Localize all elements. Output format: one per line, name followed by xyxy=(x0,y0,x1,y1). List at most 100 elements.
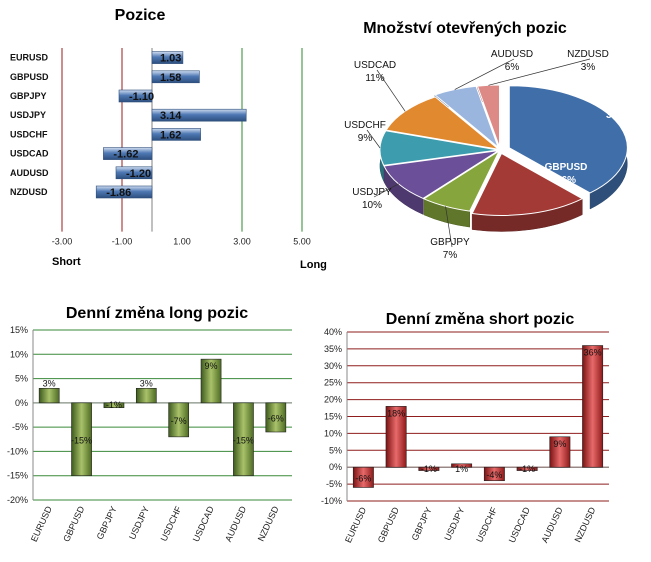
pozice-value-label: -1.20 xyxy=(126,168,151,180)
short-tick-label: 20% xyxy=(324,395,342,405)
pie-slice-percent-label: 16% xyxy=(556,175,576,186)
pozice-value-label: -1.62 xyxy=(113,149,138,161)
mnozstvi-chart-panel: Množství otevřených pozic EURUSD 38% GBPUS… xyxy=(330,0,651,280)
long-category-label: GBPJPY xyxy=(95,505,119,541)
pozice-category-label: USDJPY xyxy=(10,110,46,120)
pie-leader-line xyxy=(373,183,399,198)
short-tick-label: 30% xyxy=(324,361,342,371)
short-value-label: 36% xyxy=(584,348,602,358)
short-bar-audusd xyxy=(549,436,571,468)
long-tick-label: 0% xyxy=(15,398,28,408)
pie-leader-line xyxy=(488,58,591,86)
short-bar-gbpjpy xyxy=(418,466,440,471)
pie-slice-name-label: GBPUSD xyxy=(545,162,588,173)
pozice-bar-gbpusd xyxy=(151,70,200,84)
long-bar-usdcad xyxy=(200,358,222,404)
short-value-label: -1% xyxy=(519,464,535,474)
pozice-value-label: 3.14 xyxy=(160,110,182,122)
long-chart-panel: Denní změna long pozic -20% -15% -10% -5% 0%… xyxy=(0,295,300,557)
long-tick-label: 15% xyxy=(10,325,28,335)
pozice-value-label: -1.10 xyxy=(129,91,154,103)
pie-slice-gbpjpy xyxy=(422,149,501,212)
short-value-label: -4% xyxy=(486,470,502,480)
long-value-label: -15% xyxy=(233,435,254,445)
long-bar-usdchf xyxy=(168,402,190,438)
long-tick-label: 10% xyxy=(10,349,28,359)
long-title: Denní změna long pozic xyxy=(66,305,248,322)
short-tick-label: 10% xyxy=(324,428,342,438)
pozice-category-label: GBPUSD xyxy=(10,72,49,82)
pozice-bar-gbpjpy xyxy=(118,89,153,103)
long-tick-label: -20% xyxy=(7,495,28,505)
pozice-category-label: NZDUSD xyxy=(10,187,48,197)
long-bar-audusd xyxy=(233,402,254,477)
long-value-label: 3% xyxy=(43,378,56,388)
pozice-short-label: Short xyxy=(52,256,81,268)
pozice-category-label: USDCAD xyxy=(10,149,49,159)
pozice-bar-usdchf xyxy=(151,128,201,141)
pie-slice-percent-label: 10% xyxy=(362,200,382,211)
long-value-label: -1% xyxy=(106,400,122,410)
pozice-chart-panel: Pozice 1.03 1.58 -1.10 3.14 1.62 -1.62 -1.20 -1… xyxy=(0,0,330,280)
pie-slice-name-label: USDCAD xyxy=(354,60,396,71)
pozice-bar-eurusd xyxy=(151,51,184,64)
pozice-tick-label: 5.00 xyxy=(293,237,311,247)
pie-slice-percent-label: 11% xyxy=(365,73,384,84)
short-tick-label: 25% xyxy=(324,378,342,388)
long-value-label: 3% xyxy=(140,378,153,388)
pie-slice-percent-label: 9% xyxy=(358,133,373,144)
pie-slice-name-label: USDJPY xyxy=(352,187,392,198)
pozice-value-label: 1.62 xyxy=(160,129,181,141)
pozice-chart: Pozice 1.03 1.58 -1.10 3.14 1.62 -1.62 -1.20 -1… xyxy=(10,7,327,271)
mnozstvi-chart: Množství otevřených pozic EURUSD 38% GBPUS… xyxy=(344,20,637,261)
pozice-category-label: USDCHF xyxy=(10,129,48,139)
short-bar-eurusd xyxy=(352,466,374,488)
pie-slice-percent-label: 3% xyxy=(581,62,596,73)
long-category-label: GBPUSD xyxy=(61,504,86,543)
pie-slice-eurusd xyxy=(508,85,628,194)
long-chart: Denní změna long pozic -20% -15% -10% -5% 0%… xyxy=(7,305,292,543)
pie-slice-percent-label: 6% xyxy=(505,62,520,73)
long-bar-eurusd xyxy=(38,387,60,404)
short-bar-usdcad xyxy=(516,466,538,471)
short-tick-label: 5% xyxy=(329,445,342,455)
short-bar-usdchf xyxy=(483,466,505,482)
mnozstvi-title: Množství otevřených pozic xyxy=(363,20,567,37)
pozice-category-label: EURUSD xyxy=(10,53,49,63)
pie-slice-gbpusd xyxy=(471,152,584,216)
short-value-label: 18% xyxy=(387,408,405,418)
pie-leader-line xyxy=(454,58,515,90)
pozice-value-label: -1.86 xyxy=(106,187,131,199)
pozice-bar-audusd xyxy=(115,166,153,180)
long-category-label: USDCAD xyxy=(191,504,216,543)
pozice-title: Pozice xyxy=(115,7,166,24)
long-category-label: AUDUSD xyxy=(223,504,248,543)
pozice-tick-label: 1.00 xyxy=(173,237,191,247)
short-bar-usdjpy xyxy=(451,463,473,468)
pozice-category-label: GBPJPY xyxy=(10,91,47,101)
short-bar-nzdusd xyxy=(582,345,604,468)
short-category-label: USDCHF xyxy=(474,505,499,544)
short-category-label: AUDUSD xyxy=(540,505,565,544)
short-tick-label: 15% xyxy=(324,412,342,422)
pie-slice-percent-label: 38% xyxy=(606,110,626,121)
long-bar-nzdusd xyxy=(265,402,287,433)
pie-slice-name-label: NZDUSD xyxy=(567,49,609,60)
long-bar-usdjpy xyxy=(135,387,157,404)
pozice-category-label: AUDUSD xyxy=(10,168,49,178)
long-tick-label: -10% xyxy=(7,446,28,456)
pozice-tick-label: 3.00 xyxy=(233,237,251,247)
short-value-label: -1% xyxy=(421,464,437,474)
pozice-bar-nzdusd xyxy=(95,185,153,199)
pozice-bar-usdjpy xyxy=(151,108,247,122)
short-value-label: 9% xyxy=(553,439,566,449)
short-tick-label: 0% xyxy=(329,462,342,472)
short-tick-label: -5% xyxy=(326,479,342,489)
long-value-label: -7% xyxy=(171,416,187,426)
long-tick-label: 5% xyxy=(15,374,28,384)
pozice-value-label: 1.58 xyxy=(160,72,181,84)
short-category-label: GBPUSD xyxy=(376,505,401,544)
short-chart-panel: Denní změna short pozic -10% -5% 0% 5% 10% 15… xyxy=(305,300,651,557)
pozice-bar-usdcad xyxy=(103,147,153,160)
short-category-label: NZDUSD xyxy=(573,505,598,544)
